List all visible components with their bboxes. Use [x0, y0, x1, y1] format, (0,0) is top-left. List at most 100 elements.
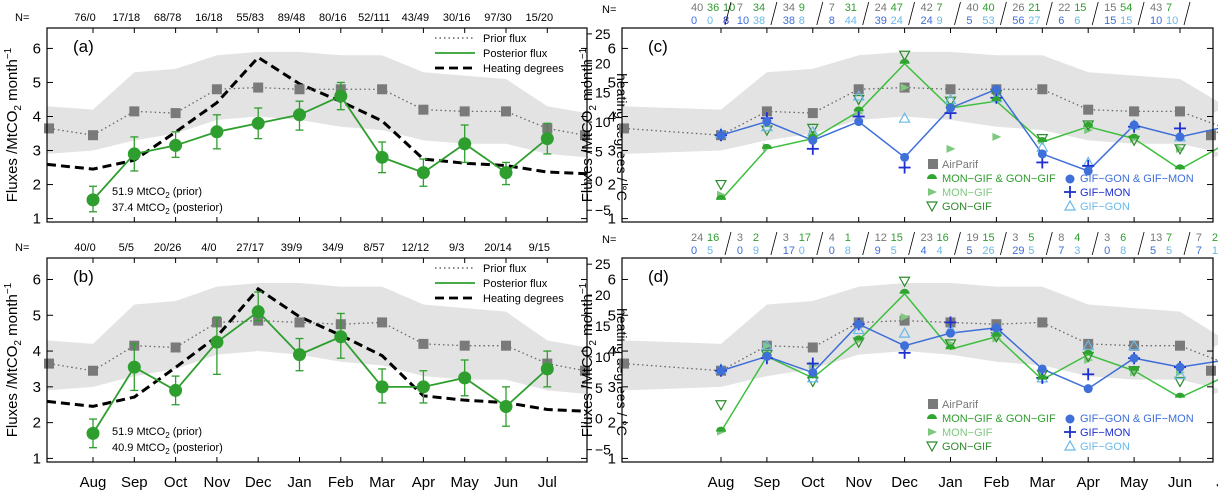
count-bottom: 8 [1120, 245, 1126, 257]
prior-flux-marker [899, 315, 910, 326]
mon-gon-gif-marker [1037, 374, 1048, 380]
count-top: 12 [875, 232, 887, 244]
prior-flux-marker [761, 106, 772, 117]
counts-prefix: N= [15, 12, 29, 24]
count-bottom: 10 [1166, 15, 1178, 27]
y-tick-label: 6 [33, 40, 41, 57]
month-label-right: Jan [938, 474, 962, 491]
month-label-left: May [451, 474, 480, 491]
count-top: 7 [737, 2, 743, 14]
y-tick-label: 3 [608, 143, 616, 160]
count-bottom: 6 [1058, 15, 1064, 27]
count-top: 40 [691, 2, 703, 14]
prior-flux-marker [1175, 340, 1185, 351]
total-posterior-sub: 2 [165, 447, 170, 456]
mon-gon-gif-marker [761, 143, 772, 149]
count-top: 7 [1166, 2, 1172, 14]
mon-gif-marker [900, 83, 910, 92]
legend-gon-gif-swatch [925, 201, 939, 213]
count-top: 24 [875, 2, 887, 14]
posterior-flux-marker [86, 193, 100, 207]
legend-mon-gif-label: MON−GIF [942, 187, 993, 199]
gif-gon-mon-marker [854, 117, 864, 127]
count-top: 31 [845, 2, 857, 14]
count-divider [1091, 231, 1099, 256]
count-top: 15 [1104, 2, 1116, 14]
count-bottom: 7 [1058, 245, 1064, 257]
month-label-right: Nov [845, 474, 872, 491]
y-axis-label-tail: month [579, 294, 596, 340]
month-label-left: Jun [494, 474, 518, 491]
count-divider [1137, 1, 1145, 26]
count-label: 39/9 [281, 242, 302, 254]
count-label: 40/0 [74, 242, 95, 254]
count-bottom: 0 [691, 15, 697, 27]
y-axis-label-sub: 2 [588, 105, 599, 111]
count-bottom: 0 [799, 245, 805, 257]
panel-label: (a) [73, 37, 94, 56]
posterior-flux-marker [251, 305, 265, 319]
count-divider [1183, 1, 1191, 26]
count-top: 9 [799, 2, 805, 14]
count-top: 16 [937, 232, 949, 244]
count-label: 15/20 [526, 12, 554, 24]
plot-frame [621, 27, 1214, 223]
y-tick-label: 1 [33, 450, 41, 467]
count-bottom: 24 [891, 15, 903, 27]
prior-uncertainty-band [622, 283, 1218, 394]
gif-gon-mon-line [720, 88, 1218, 172]
y-axis-label-tail: month [4, 59, 21, 105]
count-bottom: 53 [982, 15, 994, 27]
legend-gif-gon-mon-swatch [1065, 174, 1075, 184]
prior-flux-marker [459, 340, 470, 351]
count-divider [862, 1, 870, 26]
right-tick-label: −5 [595, 202, 611, 218]
heating-degrees-line [46, 55, 588, 176]
count-label: 9/3 [449, 242, 464, 254]
legend-airparif-swatch [928, 399, 938, 409]
y-tick-label: 3 [33, 379, 41, 396]
prior-flux-marker [418, 338, 429, 349]
y-axis-label-sub: 2 [588, 340, 599, 346]
count-top: 36 [707, 2, 719, 14]
gif-gon-mon-marker [1037, 364, 1047, 374]
count-top: 47 [891, 2, 903, 14]
prior-flux-marker [619, 123, 629, 134]
count-bottom: 4 [937, 245, 943, 257]
prior-flux-marker [211, 84, 222, 95]
prior-flux-marker [1083, 104, 1094, 115]
total-prior-tail: (prior) [170, 426, 202, 438]
legend-airparif-swatch [928, 159, 938, 169]
count-top: 13 [1150, 232, 1162, 244]
count-bottom: 56 [1012, 15, 1024, 27]
counts-prefix: N= [602, 234, 616, 246]
gif-gon-mon-marker [900, 341, 910, 351]
legend-mon-gon-gif-swatch [927, 174, 937, 179]
month-label-left: Jul [538, 474, 557, 491]
count-divider [724, 1, 732, 26]
y-tick-label: 1 [33, 211, 41, 228]
prior-flux-marker [1129, 106, 1140, 117]
count-bottom: 5 [891, 245, 897, 257]
prior-flux-marker [377, 317, 388, 328]
mon-gon-gif-marker [1037, 137, 1048, 143]
mon-gon-gif-marker [991, 96, 1002, 102]
total-posterior-value: 37.4 MtCO [112, 202, 166, 214]
right-tick-label: 5 [595, 380, 603, 396]
prior-flux-marker [170, 108, 181, 119]
prior-flux-marker [294, 317, 305, 328]
gif-gon-mon-marker [991, 84, 1001, 94]
legend-gif-gon-swatch [1063, 439, 1077, 451]
count-divider [1000, 1, 1007, 26]
month-label-right: Oct [801, 474, 825, 491]
y-axis-label-sup: −1 [578, 47, 589, 59]
panel-label: (c) [648, 37, 668, 56]
y-axis-label: Fluxes /MtCO2 month−1 [3, 282, 24, 437]
gon-gif-marker [898, 50, 911, 62]
posterior-flux-marker [499, 166, 513, 180]
gif-gon-mon-marker [1083, 384, 1093, 394]
legend-heating-label: Heating degrees [483, 293, 564, 305]
count-bottom: 9 [875, 245, 881, 257]
count-top: 4 [1074, 232, 1080, 244]
right-tick-label: 10 [595, 349, 611, 365]
